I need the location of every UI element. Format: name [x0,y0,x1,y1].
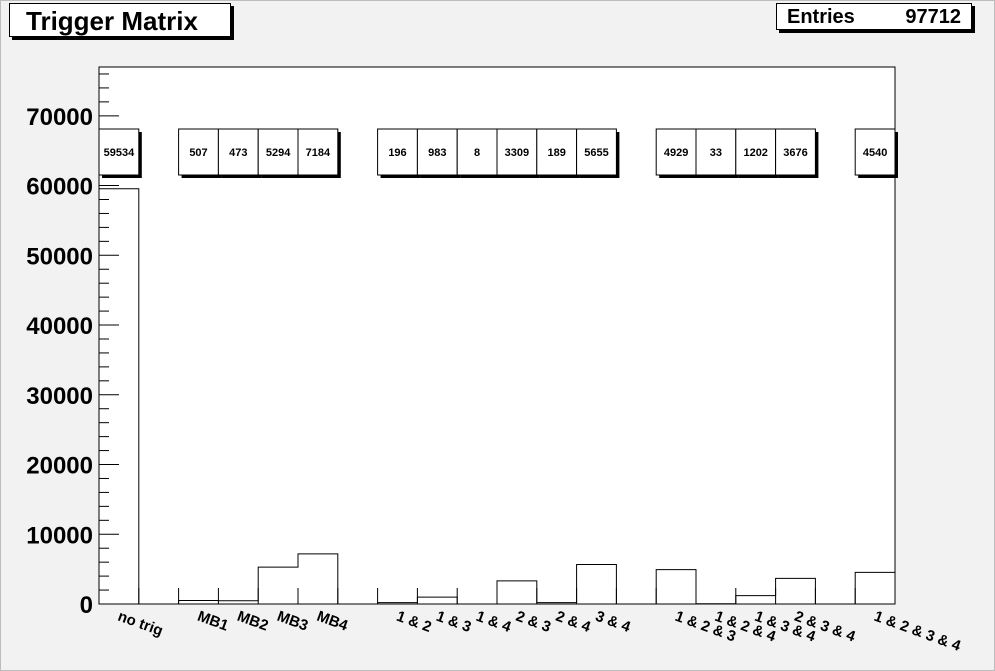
x-tick-label: MB1 [195,608,231,635]
x-tick-label: 1 & 2 [394,608,434,636]
x-tick-label: 2 & 4 [553,608,593,636]
x-tick-label: MB2 [235,608,271,635]
x-tick-label: MB4 [315,608,351,635]
data-label: 473 [229,147,247,159]
data-label: 7184 [306,147,331,159]
stats-box: Entries 97712 [776,3,972,30]
y-tick-label: 70000 [26,104,93,131]
x-tick-label: no trig [116,608,166,640]
x-tick-label: 1 & 4 [474,608,514,636]
value-box [695,128,737,176]
x-tick-label: MB3 [275,608,311,635]
value-box [735,128,777,176]
data-label: 196 [388,147,406,159]
chart-title: Trigger Matrix [26,6,198,36]
value-box [576,128,617,176]
value-box [655,128,697,176]
y-tick-label: 10000 [26,522,93,549]
chart-title-box: Trigger Matrix [9,3,231,37]
value-box [496,128,538,176]
data-label: 189 [548,147,566,159]
data-label: 5655 [584,147,608,159]
y-tick-label: 40000 [26,313,93,340]
value-box [257,128,299,176]
x-tick-label: 3 & 4 [593,608,633,636]
data-label: 8 [474,147,480,159]
value-box [217,128,259,176]
data-label: 4929 [664,147,688,159]
value-box [377,128,418,176]
stats-value: 97712 [905,6,961,28]
data-label: 59534 [104,147,135,159]
y-tick-label: 30000 [26,383,93,410]
y-tick-label: 50000 [26,243,93,270]
y-tick-label: 60000 [26,174,93,201]
data-label: 1202 [743,147,767,159]
data-label: 5294 [266,147,291,159]
y-tick-label: 20000 [26,453,93,480]
value-box [98,128,140,176]
value-box [854,128,896,176]
x-tick-label: 2 & 3 [514,608,554,636]
x-tick-label: 1 & 2 & 3 & 4 [872,608,964,655]
data-label: 507 [189,147,207,159]
value-box [775,128,816,176]
y-tick-label: 0 [80,592,93,619]
value-box [178,128,219,176]
data-label: 33 [710,147,722,159]
data-label: 3676 [783,147,807,159]
value-box [297,128,339,176]
data-label: 3309 [505,147,529,159]
x-tick-label: 1 & 3 [434,608,474,636]
data-label: 983 [428,147,446,159]
data-label: 4540 [863,147,887,159]
stats-label: Entries [787,6,855,28]
